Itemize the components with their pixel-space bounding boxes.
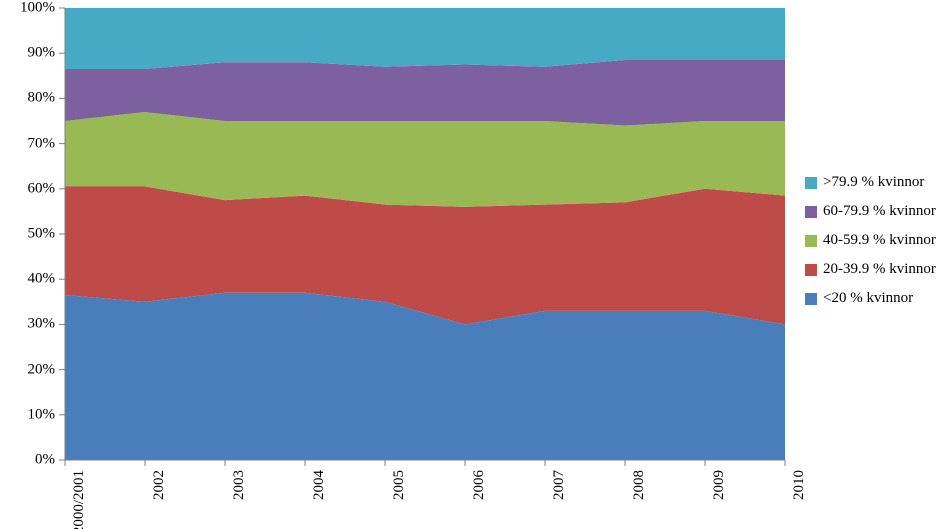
legend-swatch bbox=[805, 235, 817, 247]
y-tick-label: 100% bbox=[5, 0, 55, 17]
legend-item-p40_59_9: 40-59.9 % kvinnor bbox=[805, 233, 936, 248]
legend: >79.9 % kvinnor 60-79.9 % kvinnor 40-59.9 … bbox=[805, 175, 936, 320]
legend-swatch bbox=[805, 264, 817, 276]
y-tick-label: 10% bbox=[5, 406, 55, 423]
x-tick-label: 2010 bbox=[791, 470, 808, 529]
chart-container: 0% 10% 20% 30% 40% 50% 60% 70% 80% 90% 100% 2000/2… bbox=[0, 0, 945, 529]
x-tick-label: 2007 bbox=[551, 470, 568, 529]
x-tick-label: 2002 bbox=[151, 470, 168, 529]
legend-item-lt20: <20 % kvinnor bbox=[805, 291, 936, 306]
x-tick-label: 2000/2001 bbox=[71, 470, 88, 529]
legend-swatch bbox=[805, 177, 817, 189]
y-tick-label: 70% bbox=[5, 135, 55, 152]
legend-item-gt79_9: >79.9 % kvinnor bbox=[805, 175, 936, 190]
legend-item-p20_39_9: 20-39.9 % kvinnor bbox=[805, 262, 936, 277]
y-tick-label: 30% bbox=[5, 316, 55, 333]
y-tick-label: 40% bbox=[5, 271, 55, 288]
area-series-lt20 bbox=[65, 293, 785, 460]
x-tick-label: 2008 bbox=[631, 470, 648, 529]
legend-label: 40-59.9 % kvinnor bbox=[823, 233, 936, 248]
y-tick-label: 0% bbox=[5, 452, 55, 469]
x-tick-label: 2003 bbox=[231, 470, 248, 529]
x-tick-label: 2004 bbox=[311, 470, 328, 529]
x-tick-label: 2006 bbox=[471, 470, 488, 529]
legend-label: 20-39.9 % kvinnor bbox=[823, 262, 936, 277]
x-tick-label: 2005 bbox=[391, 470, 408, 529]
legend-label: 60-79.9 % kvinnor bbox=[823, 204, 936, 219]
y-tick-label: 80% bbox=[5, 90, 55, 107]
stacked-area-plot bbox=[0, 0, 945, 529]
x-tick-label: 2009 bbox=[711, 470, 728, 529]
y-tick-label: 60% bbox=[5, 180, 55, 197]
y-tick-label: 20% bbox=[5, 361, 55, 378]
area-series-gt79_9 bbox=[65, 8, 785, 69]
legend-item-p60_79_9: 60-79.9 % kvinnor bbox=[805, 204, 936, 219]
legend-label: >79.9 % kvinnor bbox=[823, 175, 924, 190]
y-tick-label: 50% bbox=[5, 226, 55, 243]
legend-swatch bbox=[805, 293, 817, 305]
y-tick-label: 90% bbox=[5, 45, 55, 62]
legend-swatch bbox=[805, 206, 817, 218]
legend-label: <20 % kvinnor bbox=[823, 291, 913, 306]
